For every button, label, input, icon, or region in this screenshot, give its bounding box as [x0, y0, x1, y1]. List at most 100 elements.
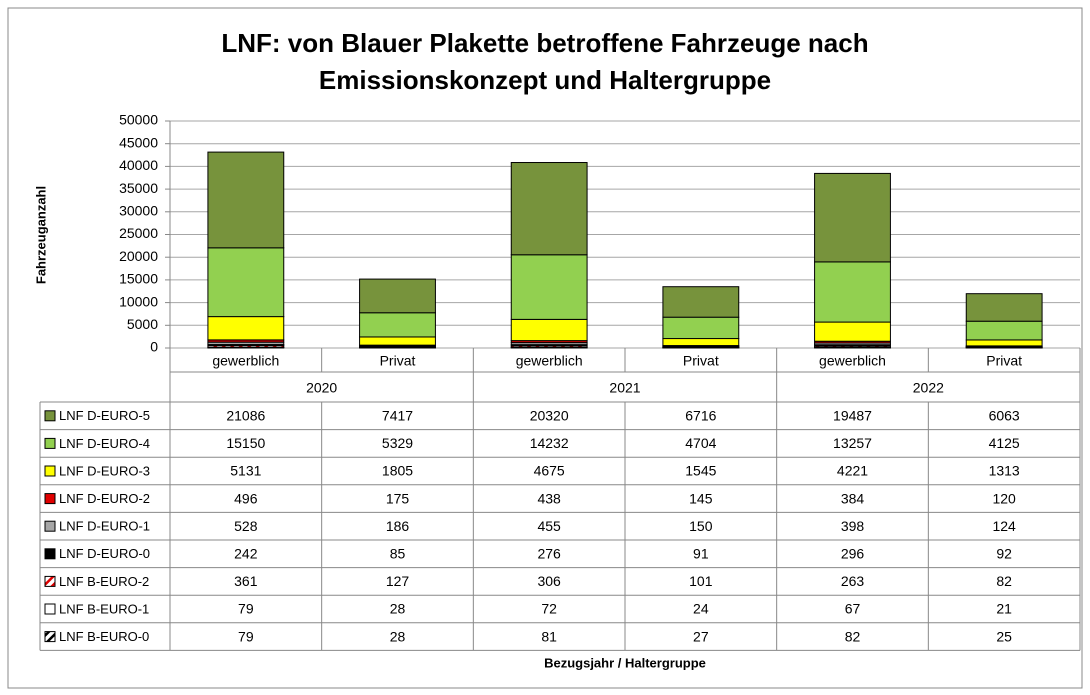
table-value: 276: [537, 546, 561, 562]
legend-label: LNF D-EURO-2: [59, 491, 150, 506]
legend-label: LNF D-EURO-1: [59, 519, 150, 534]
table-value: 28: [390, 628, 406, 644]
table-value: 67: [845, 601, 861, 617]
table-value: 496: [234, 490, 258, 506]
table-value: 92: [996, 546, 1012, 562]
table-value: 79: [238, 628, 254, 644]
bar-segment: [510, 162, 588, 256]
table-value: 150: [689, 518, 713, 534]
table-value: 79: [238, 601, 254, 617]
table-value: 1313: [989, 463, 1020, 479]
legend-label: LNF D-EURO-5: [59, 408, 150, 423]
table-value: 4675: [534, 463, 565, 479]
table-value: 7417: [382, 408, 413, 424]
table-value: 186: [386, 518, 410, 534]
table-value: 384: [841, 490, 865, 506]
bar-segment: [814, 261, 891, 323]
y-tick-label: 5000: [127, 316, 158, 332]
table-value: 14232: [530, 435, 569, 451]
bar-segment: [814, 172, 891, 263]
group-label: 2022: [913, 380, 944, 396]
bar-segment: [359, 312, 436, 338]
table-value: 120: [992, 490, 1016, 506]
y-tick-label: 10000: [119, 293, 158, 309]
y-tick-label: 20000: [119, 248, 158, 264]
table-value: 27: [693, 628, 709, 644]
x-tick-label: Privat: [380, 353, 416, 369]
table-value: 296: [841, 546, 865, 562]
y-tick-label: 0: [150, 339, 158, 355]
x-tick-label: Privat: [986, 353, 1022, 369]
table-value: 4221: [837, 463, 868, 479]
legend-label: LNF D-EURO-4: [59, 436, 150, 451]
legend-swatch: [44, 465, 56, 477]
bar-segment: [510, 254, 588, 320]
bar-segment: [965, 320, 1043, 341]
bar-segment: [359, 336, 436, 346]
table-value: 81: [541, 628, 557, 644]
table-value: 1805: [382, 463, 413, 479]
y-tick-label: 45000: [119, 134, 158, 150]
y-tick-label: 40000: [119, 157, 158, 173]
table-value: 1545: [685, 463, 716, 479]
legend-swatch: [44, 575, 56, 587]
legend-swatch: [44, 520, 56, 532]
table-value: 21086: [226, 408, 265, 424]
table-value: 306: [537, 573, 561, 589]
legend-swatch: [44, 493, 56, 505]
table-value: 528: [234, 518, 258, 534]
x-tick-label: gewerblich: [212, 353, 279, 369]
bar-segment: [814, 321, 891, 342]
legend-label: LNF D-EURO-3: [59, 463, 150, 478]
table-value: 5131: [230, 463, 261, 479]
table-value: 263: [841, 573, 865, 589]
bar-segment: [207, 316, 285, 341]
bar-segment: [207, 247, 285, 318]
table-value: 455: [537, 518, 561, 534]
table-value: 101: [689, 573, 713, 589]
y-tick-label: 15000: [119, 271, 158, 287]
table-value: 85: [390, 546, 406, 562]
y-tick-label: 30000: [119, 203, 158, 219]
table-value: 4125: [989, 435, 1020, 451]
table-value: 6716: [685, 408, 716, 424]
x-axis-title: Bezugsjahr / Haltergruppe: [544, 655, 706, 670]
legend-label: LNF D-EURO-0: [59, 546, 150, 561]
bar-segment: [359, 278, 436, 314]
bar-segment: [207, 151, 285, 249]
x-tick-label: gewerblich: [819, 353, 886, 369]
bar-segment: [662, 316, 740, 340]
y-tick-label: 25000: [119, 225, 158, 241]
table-value: 82: [996, 573, 1012, 589]
table-value: 28: [390, 601, 406, 617]
legend-label: LNF B-EURO-1: [59, 601, 149, 616]
table-value: 82: [845, 628, 861, 644]
x-tick-label: gewerblich: [516, 353, 583, 369]
table-value: 438: [537, 490, 561, 506]
group-label: 2020: [306, 380, 337, 396]
legend-label: LNF B-EURO-2: [59, 574, 149, 589]
table-value: 4704: [685, 435, 716, 451]
y-tick-label: 35000: [119, 180, 158, 196]
table-value: 5329: [382, 435, 413, 451]
y-tick-label: 50000: [119, 112, 158, 128]
table-value: 13257: [833, 435, 872, 451]
bar-segment: [965, 293, 1043, 322]
table-value: 361: [234, 573, 258, 589]
table-value: 398: [841, 518, 865, 534]
table-value: 6063: [989, 408, 1020, 424]
table-value: 20320: [530, 408, 569, 424]
x-tick-label: Privat: [683, 353, 719, 369]
bar-segment: [662, 338, 740, 347]
group-label: 2021: [609, 380, 640, 396]
chart-title: LNF: von Blauer Plakette betroffene Fahr…: [221, 28, 868, 58]
bar-segment: [662, 286, 740, 318]
table-value: 24: [693, 601, 709, 617]
legend-swatch: [44, 437, 56, 449]
legend-swatch: [44, 603, 56, 615]
legend-swatch: [44, 410, 56, 422]
bar-segment: [510, 318, 588, 342]
legend-swatch: [44, 631, 56, 643]
legend-swatch: [44, 548, 56, 560]
